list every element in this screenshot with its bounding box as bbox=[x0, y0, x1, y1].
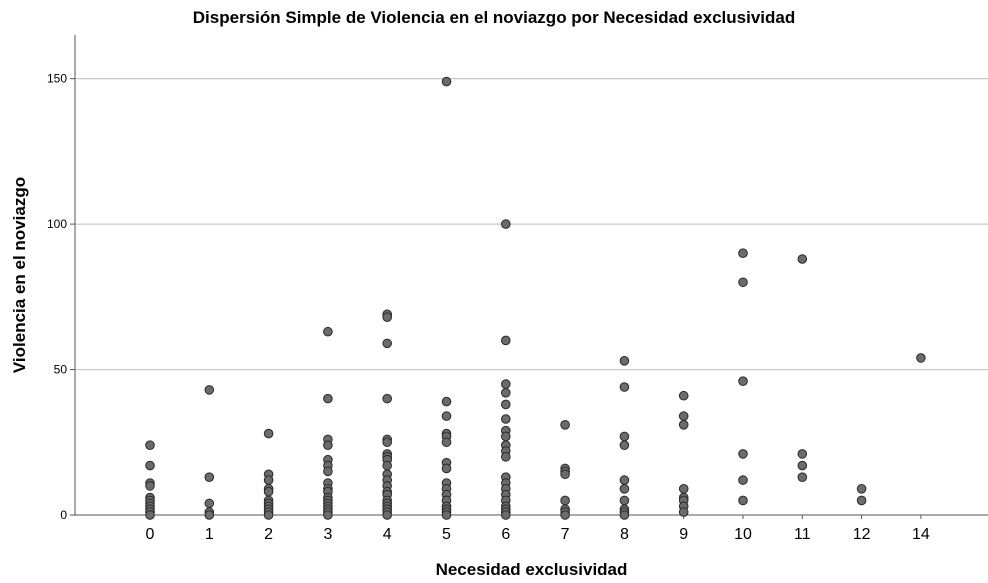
scatter-point bbox=[145, 510, 155, 520]
scatter-point bbox=[204, 472, 215, 482]
scatter-point bbox=[382, 510, 393, 520]
x-tick-label: 5 bbox=[442, 526, 451, 543]
scatter-point bbox=[619, 382, 630, 392]
x-tick-label: 10 bbox=[734, 526, 752, 543]
x-tick-label: 14 bbox=[912, 526, 930, 543]
scatter-point bbox=[501, 399, 511, 410]
scatter-point bbox=[263, 486, 274, 497]
scatter-point bbox=[441, 411, 452, 421]
x-tick-label: 11 bbox=[794, 526, 811, 543]
data-points bbox=[145, 76, 926, 520]
scatter-point bbox=[619, 484, 630, 494]
scatter-point bbox=[856, 495, 867, 506]
scatter-point bbox=[560, 420, 570, 430]
scatter-point bbox=[678, 507, 689, 517]
scatter-point bbox=[560, 510, 570, 520]
scatter-point bbox=[441, 396, 452, 407]
scatter-point bbox=[797, 449, 808, 459]
scatter-point bbox=[382, 338, 393, 349]
scatter-point bbox=[678, 484, 689, 494]
scatter-point bbox=[204, 510, 215, 520]
scatter-point bbox=[323, 326, 333, 337]
scatter-point bbox=[501, 431, 511, 442]
scatter-point bbox=[738, 475, 748, 485]
scatter-point bbox=[441, 76, 452, 87]
y-tick-label: 0 bbox=[60, 508, 67, 522]
scatter-point bbox=[382, 312, 393, 322]
scatter-point bbox=[263, 428, 274, 439]
scatter-point bbox=[797, 254, 808, 264]
axes bbox=[70, 35, 988, 519]
scatter-point bbox=[501, 388, 511, 398]
scatter-point bbox=[204, 385, 215, 395]
x-tick-label: 2 bbox=[264, 526, 273, 543]
scatter-point bbox=[619, 510, 630, 520]
scatter-point bbox=[619, 431, 630, 442]
x-tick-label: 7 bbox=[561, 526, 570, 543]
scatter-point bbox=[619, 356, 630, 366]
scatter-point bbox=[797, 460, 808, 471]
scatter-point bbox=[501, 452, 511, 462]
scatter-point bbox=[619, 440, 630, 450]
scatter-point bbox=[501, 379, 511, 389]
scatter-point bbox=[619, 495, 630, 506]
scatter-point bbox=[738, 248, 748, 258]
scatter-point bbox=[323, 466, 333, 477]
scatter-point bbox=[323, 510, 333, 520]
scatter-point bbox=[678, 411, 689, 421]
x-axis-label: Necesidad exclusividad bbox=[435, 560, 628, 579]
scatter-point bbox=[797, 472, 808, 482]
scatter-point bbox=[441, 463, 452, 474]
scatter-point bbox=[856, 484, 867, 494]
scatter-point bbox=[145, 440, 155, 450]
x-tick-label: 0 bbox=[146, 526, 155, 543]
scatter-point bbox=[678, 390, 689, 401]
scatter-point bbox=[501, 414, 511, 424]
scatter-point bbox=[501, 510, 511, 520]
scatter-point bbox=[382, 437, 393, 448]
scatter-point bbox=[678, 420, 689, 430]
scatter-point bbox=[441, 510, 452, 520]
scatter-point bbox=[441, 437, 452, 448]
scatter-point bbox=[263, 510, 274, 520]
scatter-point bbox=[323, 393, 333, 404]
scatter-point bbox=[204, 498, 215, 509]
scatter-point bbox=[916, 353, 926, 363]
x-tick-label: 4 bbox=[383, 526, 392, 543]
y-tick-label: 100 bbox=[47, 217, 67, 231]
scatter-point bbox=[738, 376, 748, 386]
scatter-point bbox=[738, 449, 748, 459]
scatter-point bbox=[382, 393, 393, 404]
scatter-point bbox=[738, 495, 748, 506]
scatter-point bbox=[501, 335, 511, 346]
scatter-point bbox=[145, 481, 155, 491]
x-tick-label: 1 bbox=[205, 526, 214, 543]
scatter-point bbox=[382, 460, 393, 471]
x-tick-label: 9 bbox=[679, 526, 688, 543]
x-tick-label: 3 bbox=[323, 526, 332, 543]
y-tick-label: 150 bbox=[47, 72, 67, 86]
grid-lines bbox=[75, 78, 988, 371]
x-tick-label: 12 bbox=[853, 526, 871, 543]
x-tick-label: 8 bbox=[620, 526, 629, 543]
scatter-point bbox=[323, 440, 333, 450]
scatter-point bbox=[619, 475, 630, 485]
scatter-point bbox=[263, 475, 274, 485]
chart-title: Dispersión Simple de Violencia en el nov… bbox=[192, 8, 796, 27]
y-tick-label: 50 bbox=[54, 363, 68, 377]
x-tick-label: 6 bbox=[501, 526, 510, 543]
scatter-point bbox=[560, 495, 570, 506]
scatter-point bbox=[560, 469, 570, 480]
scatter-point bbox=[145, 460, 155, 471]
scatter-point bbox=[738, 277, 748, 288]
scatter-point bbox=[501, 219, 511, 229]
